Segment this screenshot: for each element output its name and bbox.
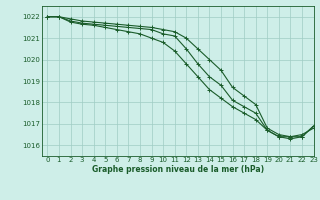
X-axis label: Graphe pression niveau de la mer (hPa): Graphe pression niveau de la mer (hPa) <box>92 165 264 174</box>
